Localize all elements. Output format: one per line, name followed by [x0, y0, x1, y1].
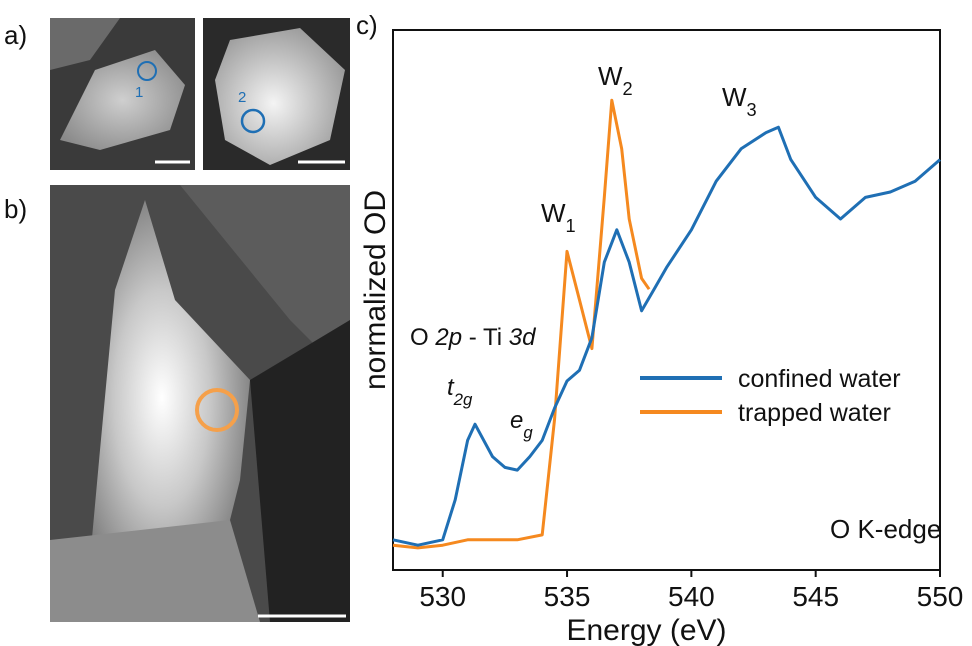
annotation: O 2p - Ti 3d [410, 324, 536, 351]
figure: a) b) c) 1 2 530 535 540 545 550 Energy (eV) n… [0, 0, 972, 646]
micrograph: 1 [50, 18, 195, 170]
annotation-part: 2 [623, 79, 633, 99]
annotation-part: - Ti [462, 324, 509, 351]
y-axis-label: normalized OD [359, 190, 392, 390]
x-tick-label: 540 [668, 581, 715, 612]
x-tick-label: 530 [419, 581, 466, 612]
annotation: O K-edge [830, 514, 941, 544]
annotation: t2g [447, 374, 473, 409]
x-tick-label: 535 [544, 581, 591, 612]
annotation-part: W [722, 82, 747, 112]
micrograph [50, 185, 350, 622]
region-label: 2 [238, 89, 246, 106]
region-label: 1 [135, 84, 143, 101]
annotation-part: 1 [566, 216, 576, 236]
panel-label: c) [356, 10, 378, 40]
legend-label: trapped water [738, 399, 891, 427]
plot-frame [393, 30, 940, 570]
annotation-part: g [523, 423, 533, 442]
annotation-part: O [410, 324, 435, 351]
annotation: W3 [722, 82, 757, 120]
x-tick-label: 545 [792, 581, 839, 612]
x-tick-label: 550 [917, 581, 964, 612]
panel-label: a) [4, 20, 27, 50]
x-axis-label: Energy (eV) [566, 614, 726, 646]
annotation-part: e [510, 407, 523, 434]
panel-label: b) [4, 194, 27, 224]
legend-label: confined water [738, 365, 901, 393]
micrograph: 2 [203, 18, 350, 170]
annotation-part: 2p [434, 324, 462, 351]
chart [393, 30, 940, 570]
annotation-part: 3d [509, 324, 536, 351]
annotation-part: W [541, 198, 566, 228]
annotation-part: W [598, 61, 623, 91]
annotation: W2 [598, 61, 633, 99]
annotation-part: 2g [453, 390, 473, 409]
annotation: eg [510, 407, 533, 442]
annotation-part: 3 [747, 100, 757, 120]
annotation-part: O K-edge [830, 514, 941, 544]
annotation: W1 [541, 198, 576, 236]
